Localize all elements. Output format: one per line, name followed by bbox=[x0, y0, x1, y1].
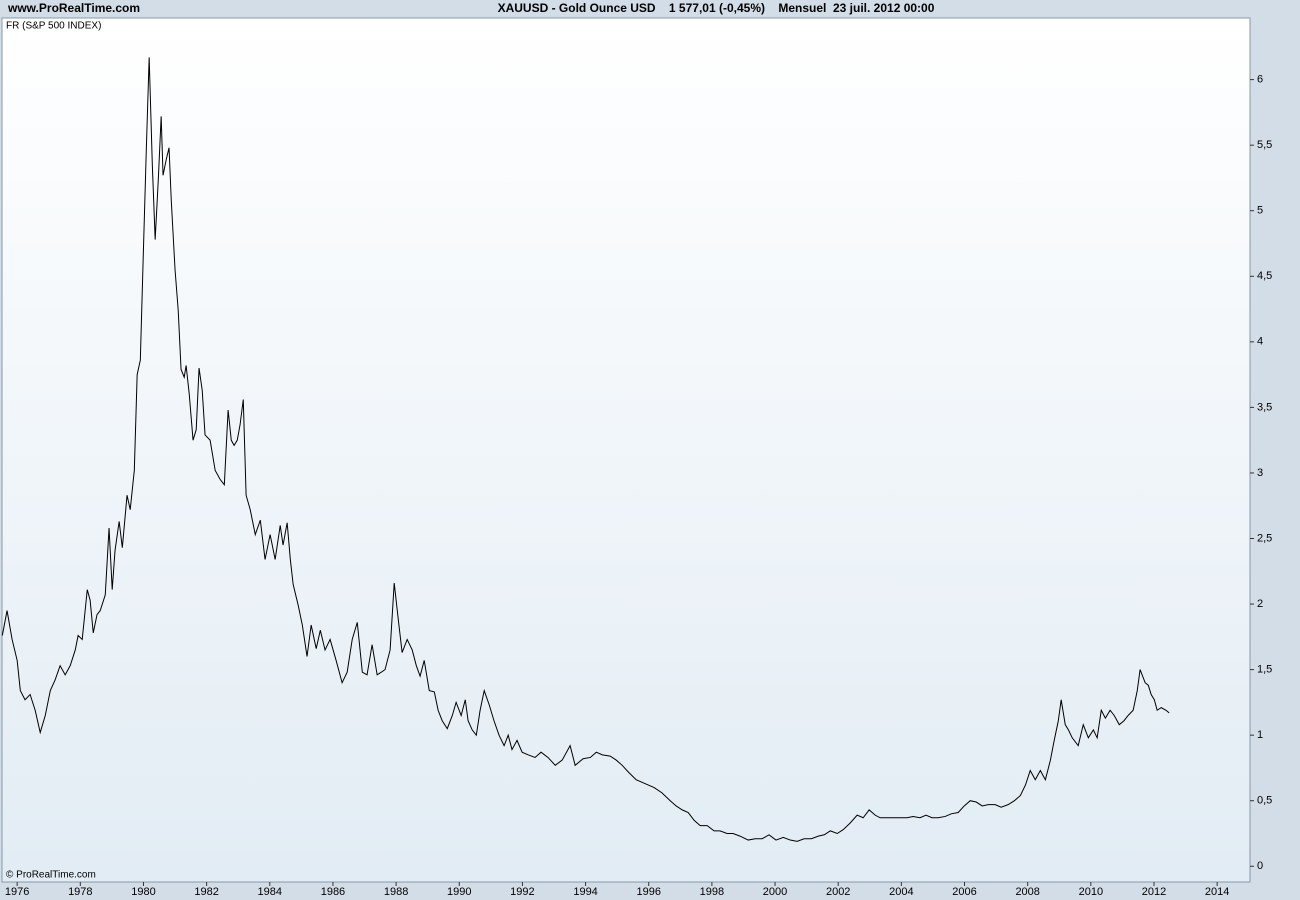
x-tick-label: 1980 bbox=[131, 886, 155, 898]
x-tick-label: 1988 bbox=[384, 886, 408, 898]
y-tick-label: 0 bbox=[1257, 860, 1263, 872]
y-tick-label: 4 bbox=[1257, 336, 1263, 348]
price-line bbox=[1, 57, 1170, 842]
x-tick-label: 2010 bbox=[1079, 886, 1103, 898]
x-tick-label: 1992 bbox=[510, 886, 534, 898]
series-label: FR (S&P 500 INDEX) bbox=[6, 21, 101, 32]
x-tick-label: 1984 bbox=[258, 886, 282, 898]
x-tick-label: 2004 bbox=[889, 886, 913, 898]
header-bar bbox=[0, 0, 1300, 18]
x-tick-label: 2014 bbox=[1205, 886, 1229, 898]
x-tick-label: 1990 bbox=[447, 886, 471, 898]
x-tick-label: 2006 bbox=[952, 886, 976, 898]
x-tick-label: 1982 bbox=[194, 886, 218, 898]
y-tick-label: 5,5 bbox=[1257, 139, 1272, 151]
y-tick-label: 6 bbox=[1257, 74, 1263, 86]
watermark: © ProRealTime.com bbox=[6, 870, 96, 881]
x-tick-label: 1986 bbox=[321, 886, 345, 898]
x-tick-label: 2000 bbox=[763, 886, 787, 898]
y-tick-label: 2,5 bbox=[1257, 532, 1272, 544]
y-tick-label: 3,5 bbox=[1257, 401, 1272, 413]
chart-title: XAUUSD - Gold Ounce USD 1 577,01 (-0,45%… bbox=[498, 1, 935, 15]
y-tick-label: 3 bbox=[1257, 467, 1263, 479]
y-tick-label: 2 bbox=[1257, 598, 1263, 610]
x-tick-label: 2008 bbox=[1015, 886, 1039, 898]
x-tick-label: 2002 bbox=[826, 886, 850, 898]
plot-area bbox=[1, 17, 1251, 883]
x-tick-label: 2012 bbox=[1142, 886, 1166, 898]
x-tick-label: 1996 bbox=[636, 886, 660, 898]
x-tick-label: 1998 bbox=[700, 886, 724, 898]
y-tick-label: 4,5 bbox=[1257, 270, 1272, 282]
x-tick-label: 1978 bbox=[68, 886, 92, 898]
x-tick-label: 1994 bbox=[573, 886, 597, 898]
y-tick-label: 0,5 bbox=[1257, 795, 1272, 807]
y-tick-label: 1 bbox=[1257, 729, 1263, 741]
site-name: www.ProRealTime.com bbox=[7, 1, 140, 15]
x-tick-label: 1976 bbox=[5, 886, 29, 898]
y-tick-label: 1,5 bbox=[1257, 664, 1272, 676]
y-tick-label: 5 bbox=[1257, 205, 1263, 217]
